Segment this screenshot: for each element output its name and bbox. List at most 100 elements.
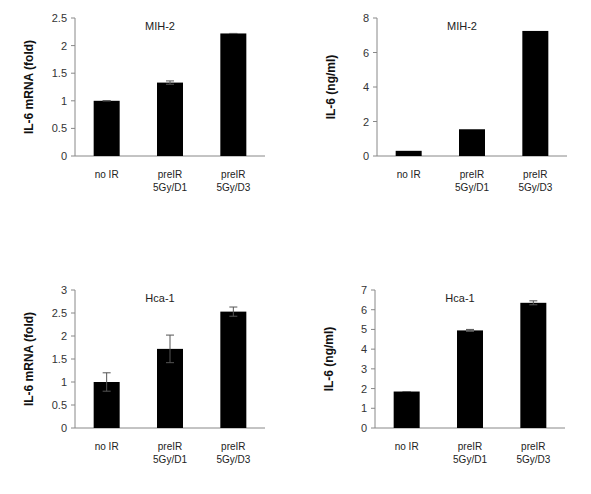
bar <box>459 129 485 156</box>
bar <box>94 101 120 156</box>
y-tick <box>71 405 75 406</box>
y-tick <box>371 349 375 350</box>
error-bar <box>229 33 237 34</box>
panel: 0 1 2 3 4 5 6 7 no IR preIR5Gy/D1 preIR5Gy/D3 Hca-1… <box>322 284 565 465</box>
bar <box>520 303 546 428</box>
y-tick-label: 2 <box>61 40 67 52</box>
error-bar <box>103 100 111 101</box>
y-tick-label: 0 <box>363 150 369 162</box>
y-tick-label: 1 <box>61 95 67 107</box>
bars <box>94 33 247 156</box>
y-tick <box>71 336 75 337</box>
y-tick <box>71 428 75 429</box>
y-tick <box>71 73 75 74</box>
x-tick-label: no IR <box>395 441 419 452</box>
x-tick-label: no IR <box>95 169 119 180</box>
y-tick-label: 7 <box>361 284 367 296</box>
x-tick-label: preIR5Gy/D3 <box>216 441 250 465</box>
y-tick-label: 6 <box>363 47 369 59</box>
y-tick <box>371 329 375 330</box>
y-tick-label: 2.5 <box>52 12 67 24</box>
y-axis <box>375 290 376 428</box>
y-tick-label: 2 <box>363 116 369 128</box>
error-bar <box>529 301 537 305</box>
y-tick <box>71 359 75 360</box>
y-tick <box>71 18 75 19</box>
panel: 0 0.5 1 1.5 2 2.5 no IR preIR5Gy/D1 preIR5Gy/D3 M… <box>22 12 265 193</box>
title: MIH-2 <box>447 20 477 32</box>
error-bar <box>466 329 474 331</box>
error-bar <box>229 307 237 316</box>
y-tick-label: 6 <box>361 304 367 316</box>
y-axis-label: IL-6 mRNA (fold) <box>22 40 36 134</box>
y-tick-label: 0 <box>61 150 67 162</box>
y-tick-label: 4 <box>363 81 369 93</box>
y-tick-label: 5 <box>361 323 367 335</box>
y-tick-label: 2.5 <box>52 307 67 319</box>
y-tick <box>371 388 375 389</box>
y-axis-label: IL-6 (ng/ml) <box>324 55 338 120</box>
y-tick-label: 3 <box>361 363 367 375</box>
y-tick-label: 0.5 <box>52 122 67 134</box>
y-tick-label: 0.5 <box>52 399 67 411</box>
x-tick-label: no IR <box>397 169 421 180</box>
y-tick <box>373 121 377 122</box>
y-tick <box>371 309 375 310</box>
y-axis-label: IL-6 (ng/ml) <box>322 327 336 392</box>
y-tick-label: 2 <box>61 330 67 342</box>
y-tick <box>71 45 75 46</box>
bar <box>457 330 483 428</box>
y-tick-label: 1.5 <box>52 353 67 365</box>
bars <box>94 307 247 428</box>
bar <box>157 83 183 156</box>
y-tick <box>373 87 377 88</box>
x-tick-label: preIR5Gy/D1 <box>455 169 489 193</box>
title: Hca-1 <box>145 292 174 304</box>
error-bar <box>166 335 174 363</box>
bar <box>396 151 422 156</box>
y-tick <box>71 313 75 314</box>
y-tick <box>373 52 377 53</box>
figure: 0 0.5 1 1.5 2 2.5 no IR preIR5Gy/D1 preIR5Gy/D3 M… <box>0 0 591 494</box>
y-tick <box>71 290 75 291</box>
x-tick-label: preIR5Gy/D3 <box>516 441 550 465</box>
y-axis-label: IL-6 mRNA (fold) <box>22 312 36 406</box>
panel: 00.511.522.53no IRpreIR5Gy/D1preIR5Gy/D3… <box>22 284 265 465</box>
y-tick <box>71 128 75 129</box>
bar <box>220 33 246 156</box>
y-tick <box>371 408 375 409</box>
y-tick-label: 1.5 <box>52 67 67 79</box>
error-bar <box>166 81 174 84</box>
title: Hca-1 <box>445 292 474 304</box>
y-tick-label: 1 <box>361 402 367 414</box>
y-tick-label: 3 <box>61 284 67 296</box>
title: MIH-2 <box>145 20 175 32</box>
bar <box>220 312 246 428</box>
y-tick-label: 4 <box>361 343 367 355</box>
panel: 0 2 4 6 8 no IR preIR5Gy/D1 preIR5Gy/D3 MIH-2 IL-… <box>324 12 567 193</box>
y-tick <box>373 156 377 157</box>
y-tick <box>373 18 377 19</box>
y-tick <box>71 100 75 101</box>
y-tick-label: 0 <box>61 422 67 434</box>
x-tick-label: preIR5Gy/D3 <box>518 169 552 193</box>
bar <box>522 31 548 156</box>
bars <box>394 301 547 428</box>
error-bar <box>403 391 411 392</box>
y-tick <box>71 382 75 383</box>
y-tick-label: 8 <box>363 12 369 24</box>
error-bar <box>103 373 111 391</box>
y-tick-label: 0 <box>361 422 367 434</box>
y-tick <box>371 290 375 291</box>
y-axis <box>75 18 76 156</box>
x-tick-label: preIR5Gy/D1 <box>453 441 487 465</box>
x-tick-label: preIR5Gy/D3 <box>216 169 250 193</box>
bars <box>396 31 549 156</box>
y-tick-label: 2 <box>361 383 367 395</box>
x-tick-label: preIR5Gy/D1 <box>153 169 187 193</box>
y-tick <box>371 428 375 429</box>
y-tick <box>71 156 75 157</box>
y-tick <box>371 368 375 369</box>
x-tick-label: preIR5Gy/D1 <box>153 441 187 465</box>
bar <box>394 392 420 428</box>
